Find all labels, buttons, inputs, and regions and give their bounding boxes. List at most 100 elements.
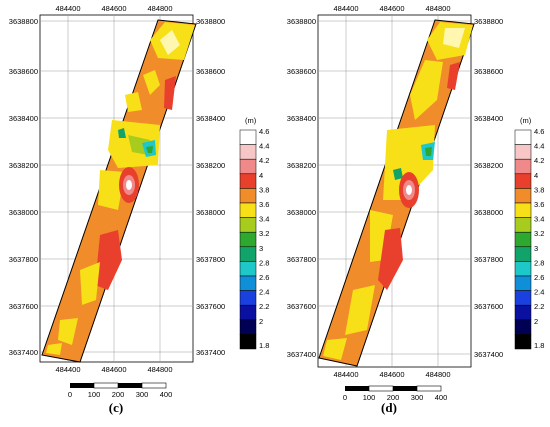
y-tick-right: 3637800 — [196, 255, 225, 264]
y-tick-right: 3638800 — [196, 17, 225, 26]
color-legend: 4.6 4.4 4.2 4 3.8 3.6 3.4 3.2 3 2.8 2.6 2.4 2.2 2 1.8 — [239, 127, 269, 350]
legend-level-label: 2.2 — [534, 302, 544, 311]
legend-swatch — [239, 275, 257, 291]
y-tick-left: 3637400 — [9, 348, 38, 357]
y-tick-right: 3638200 — [196, 161, 225, 170]
legend-level-label: 3.4 — [259, 215, 269, 224]
y-tick-left: 3637800 — [9, 255, 38, 264]
y-tick-left: 3638000 — [287, 208, 316, 217]
legend-swatch — [514, 173, 532, 189]
y-tick-right: 3637400 — [196, 348, 225, 357]
legend-swatch — [239, 144, 257, 160]
x-tick-top: 484400 — [55, 4, 80, 13]
legend-swatch — [239, 202, 257, 218]
y-tick-left: 3637600 — [9, 302, 38, 311]
legend-swatch — [239, 319, 257, 335]
legend-level-label: 2.6 — [259, 273, 269, 282]
y-tick-left: 3638800 — [9, 17, 38, 26]
legend-level-label: 4.2 — [259, 156, 269, 165]
x-tick-bottom: 484600 — [101, 365, 126, 374]
y-tick-left: 3638800 — [287, 17, 316, 26]
legend-swatch — [239, 158, 257, 175]
legend-swatch — [514, 144, 532, 160]
x-tick-top: 484800 — [147, 4, 172, 13]
x-tick-top: 484600 — [379, 4, 404, 13]
legend-swatch — [514, 188, 532, 204]
legend-level-label: 4 — [534, 171, 538, 180]
legend-level-label: 2.2 — [259, 302, 269, 311]
map-svg-c: 484400 484600 484800 484400 484600 48480… — [9, 4, 270, 399]
legend-swatch — [239, 246, 257, 262]
y-tick-left: 3638200 — [287, 161, 316, 170]
scale-label: 200 — [112, 390, 125, 399]
legend-level-label: 4.4 — [259, 142, 269, 151]
legend-level-label: 3.2 — [534, 229, 544, 238]
x-tick-top: 484400 — [333, 4, 358, 13]
scale-bar — [345, 385, 442, 392]
legend-level-label: 2 — [259, 317, 263, 326]
legend-unit: (m) — [245, 116, 257, 125]
legend-level-label: 2.4 — [259, 288, 269, 297]
y-tick-right: 3638400 — [474, 114, 503, 123]
map-svg-d: 484400 484600 484800 484400 484600 48480… — [287, 4, 545, 402]
legend-level-label: 3.6 — [534, 200, 544, 209]
map-panel-c: 484400 484600 484800 484400 484600 48480… — [9, 4, 270, 415]
x-tick-bottom: 484400 — [333, 370, 358, 379]
legend-swatch — [514, 334, 532, 350]
legend-swatch — [239, 173, 257, 189]
legend-unit: (m) — [520, 116, 532, 125]
legend-swatch — [239, 129, 257, 145]
y-tick-left: 3637800 — [287, 255, 316, 264]
y-tick-right: 3637800 — [474, 255, 503, 264]
scale-bar — [70, 382, 167, 389]
scale-label: 0 — [68, 390, 72, 399]
y-tick-left: 3638600 — [9, 67, 38, 76]
scale-label: 200 — [387, 393, 400, 402]
legend-swatch — [239, 334, 257, 350]
legend-swatch — [514, 319, 532, 335]
survey-strip — [41, 19, 197, 363]
scale-label: 300 — [136, 390, 149, 399]
legend-level-label: 4.6 — [259, 127, 269, 136]
x-tick-bottom: 484400 — [55, 365, 80, 374]
legend-swatch — [514, 290, 532, 306]
y-tick-left: 3638200 — [9, 161, 38, 170]
legend-level-label: 4.6 — [534, 127, 544, 136]
y-tick-left: 3638400 — [9, 114, 38, 123]
legend-swatch — [239, 304, 257, 321]
legend-swatch — [514, 275, 532, 291]
legend-swatch — [514, 158, 532, 175]
color-legend: 4.6 4.4 4.2 4 3.8 3.6 3.4 3.2 3 2.8 2.6 2.4 2.2 2 1.8 — [514, 127, 544, 350]
legend-swatch — [514, 304, 532, 321]
legend-level-label: 3 — [534, 244, 538, 253]
y-tick-right: 3638200 — [474, 161, 503, 170]
scale-label: 100 — [363, 393, 376, 402]
legend-level-label: 3.2 — [259, 229, 269, 238]
y-tick-right: 3637600 — [196, 302, 225, 311]
x-tick-top: 484600 — [101, 4, 126, 13]
x-tick-top: 484800 — [425, 4, 450, 13]
legend-swatch — [239, 188, 257, 204]
y-tick-right: 3637600 — [474, 302, 503, 311]
legend-level-label: 3.8 — [259, 185, 269, 194]
legend-level-label: 1.8 — [534, 341, 544, 350]
legend-swatch — [239, 231, 257, 248]
legend-swatch — [239, 217, 257, 233]
x-tick-bottom: 484800 — [425, 370, 450, 379]
y-tick-left: 3638000 — [9, 208, 38, 217]
legend-level-label: 2 — [534, 317, 538, 326]
scale-label: 0 — [343, 393, 347, 402]
y-tick-right: 3638000 — [474, 208, 503, 217]
x-tick-bottom: 484800 — [147, 365, 172, 374]
legend-swatch — [514, 231, 532, 248]
y-tick-left: 3637600 — [287, 302, 316, 311]
legend-level-label: 1.8 — [259, 341, 269, 350]
y-tick-left: 3637400 — [287, 350, 316, 359]
legend-swatch — [514, 217, 532, 233]
legend-swatch — [239, 261, 257, 277]
y-tick-right: 3637400 — [474, 350, 503, 359]
legend-level-label: 2.8 — [259, 258, 269, 267]
y-tick-right: 3638000 — [196, 208, 225, 217]
legend-swatch — [514, 202, 532, 218]
legend-level-label: 2.6 — [534, 273, 544, 282]
